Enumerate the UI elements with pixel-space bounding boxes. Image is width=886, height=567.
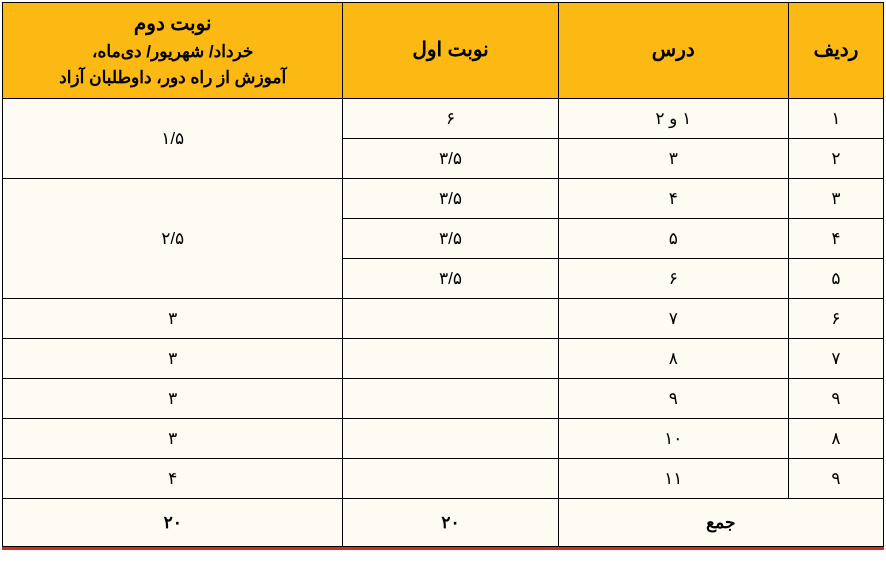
cell-nob1	[343, 379, 558, 419]
cell-dars: ۱۱	[558, 459, 788, 499]
sum-label: جمع	[558, 499, 883, 547]
header-nob1-text: نوبت اول	[347, 37, 553, 62]
table-row: ۳ ۴ ۳/۵ ۲/۵	[3, 179, 884, 219]
table-container: ردیف درس نوبت اول نوبت دوم خرداد/ شهریور…	[0, 0, 886, 552]
cell-radif: ۱	[788, 99, 883, 139]
cell-dars: ۵	[558, 219, 788, 259]
grade-table: ردیف درس نوبت اول نوبت دوم خرداد/ شهریور…	[2, 2, 884, 547]
header-dars-text: درس	[563, 37, 784, 62]
cell-nob2: ۳	[3, 339, 343, 379]
cell-nob1	[343, 419, 558, 459]
cell-nob1: ۳/۵	[343, 179, 558, 219]
cell-dars: ۱۰	[558, 419, 788, 459]
table-row: ۷ ۸ ۳	[3, 339, 884, 379]
header-nob2: نوبت دوم خرداد/ شهریور/ دی‌ماه، آموزش از…	[3, 3, 343, 99]
table-row: ۱ ۱ و ۲ ۶ ۱/۵	[3, 99, 884, 139]
cell-nob1	[343, 459, 558, 499]
cell-nob1: ۳/۵	[343, 259, 558, 299]
table-row: ۹ ۹ ۳	[3, 379, 884, 419]
cell-nob1: ۶	[343, 99, 558, 139]
table-row: ۹ ۱۱ ۴	[3, 459, 884, 499]
cell-radif: ۴	[788, 219, 883, 259]
cell-nob1: ۳/۵	[343, 139, 558, 179]
cell-radif: ۷	[788, 339, 883, 379]
accent-line	[2, 547, 884, 550]
cell-radif: ۳	[788, 179, 883, 219]
header-nob2-sub1: خرداد/ شهریور/ دی‌ماه،	[7, 39, 338, 65]
cell-dars: ۴	[558, 179, 788, 219]
sum-nob2: ۲۰	[3, 499, 343, 547]
cell-dars: ۶	[558, 259, 788, 299]
cell-dars: ۷	[558, 299, 788, 339]
header-nob2-sub2: آموزش از راه دور، داوطلبان آزاد	[7, 65, 338, 91]
cell-radif: ۵	[788, 259, 883, 299]
header-row: ردیف درس نوبت اول نوبت دوم خرداد/ شهریور…	[3, 3, 884, 99]
cell-dars: ۸	[558, 339, 788, 379]
cell-nob2: ۴	[3, 459, 343, 499]
cell-radif: ۹	[788, 379, 883, 419]
cell-radif: ۸	[788, 419, 883, 459]
table-row: ۶ ۷ ۳	[3, 299, 884, 339]
header-nob2-main: نوبت دوم	[7, 11, 338, 36]
cell-dars: ۱ و ۲	[558, 99, 788, 139]
cell-nob1	[343, 299, 558, 339]
header-radif: ردیف	[788, 3, 883, 99]
cell-nob1: ۳/۵	[343, 219, 558, 259]
cell-radif: ۲	[788, 139, 883, 179]
table-row: ۸ ۱۰ ۳	[3, 419, 884, 459]
header-radif-text: ردیف	[793, 37, 879, 62]
cell-radif: ۶	[788, 299, 883, 339]
header-nob1: نوبت اول	[343, 3, 558, 99]
cell-dars: ۹	[558, 379, 788, 419]
cell-nob2: ۳	[3, 419, 343, 459]
cell-dars: ۳	[558, 139, 788, 179]
cell-nob2: ۱/۵	[3, 99, 343, 179]
cell-nob2: ۲/۵	[3, 179, 343, 299]
cell-nob2: ۳	[3, 299, 343, 339]
sum-nob1: ۲۰	[343, 499, 558, 547]
sum-row: جمع ۲۰ ۲۰	[3, 499, 884, 547]
cell-nob1	[343, 339, 558, 379]
cell-radif: ۹	[788, 459, 883, 499]
header-dars: درس	[558, 3, 788, 99]
cell-nob2: ۳	[3, 379, 343, 419]
